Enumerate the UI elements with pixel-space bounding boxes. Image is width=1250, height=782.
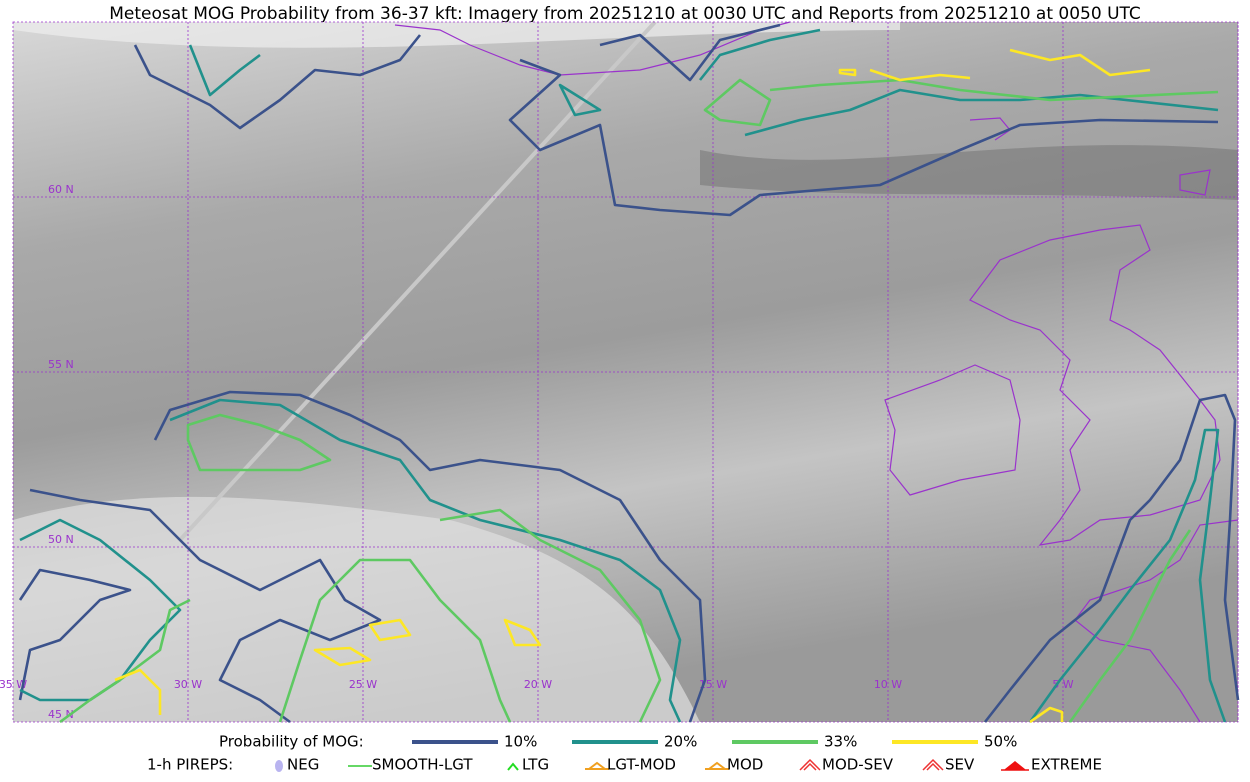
legend-label: 33% <box>824 733 857 751</box>
coastline <box>969 117 1011 141</box>
pirep-symbol <box>585 761 609 770</box>
pirep-symbol <box>922 758 944 771</box>
lon-label: 20 W <box>524 678 552 691</box>
contour-line <box>503 618 542 647</box>
contour-line <box>1029 706 1064 724</box>
contour-line <box>983 393 1240 723</box>
contour-line <box>1009 48 1151 77</box>
lon-label: 35 W <box>0 678 27 691</box>
lon-label: 15 W <box>699 678 727 691</box>
lon-label: 30 W <box>174 678 202 691</box>
map-frame <box>12 21 1239 723</box>
contour-line <box>838 68 857 77</box>
contour-line <box>1068 529 1192 723</box>
contour-line <box>114 668 162 715</box>
pirep-label: LTG <box>522 756 549 774</box>
lon-label: 10 W <box>874 678 902 691</box>
lat-label: 60 N <box>48 183 74 196</box>
pirep-symbol <box>275 760 283 772</box>
pirep-label: NEG <box>287 756 319 774</box>
pirep-label: SEV <box>945 756 975 774</box>
contours <box>18 23 1240 724</box>
coastline <box>1074 519 1239 723</box>
contour-line <box>769 78 1219 102</box>
legend-label: 10% <box>504 733 537 751</box>
contour-line <box>368 618 412 642</box>
contour-line <box>18 568 132 701</box>
legend: Probability of MOG: 10% 20% 33% 50% 1-h PIREP… <box>147 733 1102 774</box>
contour-line <box>508 58 1219 217</box>
contrail <box>178 20 657 542</box>
contour-line <box>278 558 512 723</box>
contour-line <box>599 23 781 82</box>
lon-label: 25 W <box>349 678 377 691</box>
contour-line <box>744 88 1219 137</box>
contour-line <box>1028 428 1227 723</box>
pirep-symbol <box>705 761 729 770</box>
contour-line <box>169 398 682 723</box>
contour-line <box>558 83 602 117</box>
dark-band <box>700 145 1238 200</box>
pirep-label: MOD-SEV <box>822 756 894 774</box>
coastline <box>1179 169 1211 196</box>
legend-heading: 1-h PIREPS: <box>147 756 233 774</box>
pirep-label: EXTREME <box>1031 756 1102 774</box>
pirep-symbol <box>1001 761 1029 771</box>
legend-label: 50% <box>984 733 1017 751</box>
coastline <box>884 364 1021 496</box>
bright-cloud <box>13 22 900 48</box>
contour-line <box>703 78 772 127</box>
contour-line <box>188 44 261 97</box>
title: Meteosat MOG Probability from 36-37 kft:… <box>109 4 1141 24</box>
coastline <box>969 224 1221 546</box>
lat-label: 55 N <box>48 358 74 371</box>
contour-line <box>439 508 662 723</box>
contour-line <box>59 598 191 724</box>
contour-line <box>313 646 372 667</box>
pirep-symbol <box>799 758 821 771</box>
lat-label: 50 N <box>48 533 74 546</box>
contour-line <box>29 488 382 724</box>
pirep-symbol <box>507 762 519 771</box>
contour-line <box>153 390 707 723</box>
pirep-label: LGT-MOD <box>607 756 676 774</box>
contour-line <box>698 28 821 81</box>
contour-line <box>186 413 332 472</box>
bright-cloud <box>13 496 700 722</box>
contour-line <box>869 68 971 82</box>
graticule: 60 N55 N50 N45 N35 W 30 W 25 W 20 W 15 W 10 W… <box>0 21 1239 723</box>
legend-label: 20% <box>664 733 697 751</box>
pirep-label: SMOOTH-LGT <box>372 756 473 774</box>
contour-line <box>133 34 422 130</box>
legend-heading: Probability of MOG: <box>219 733 364 751</box>
pirep-label: MOD <box>727 756 763 774</box>
